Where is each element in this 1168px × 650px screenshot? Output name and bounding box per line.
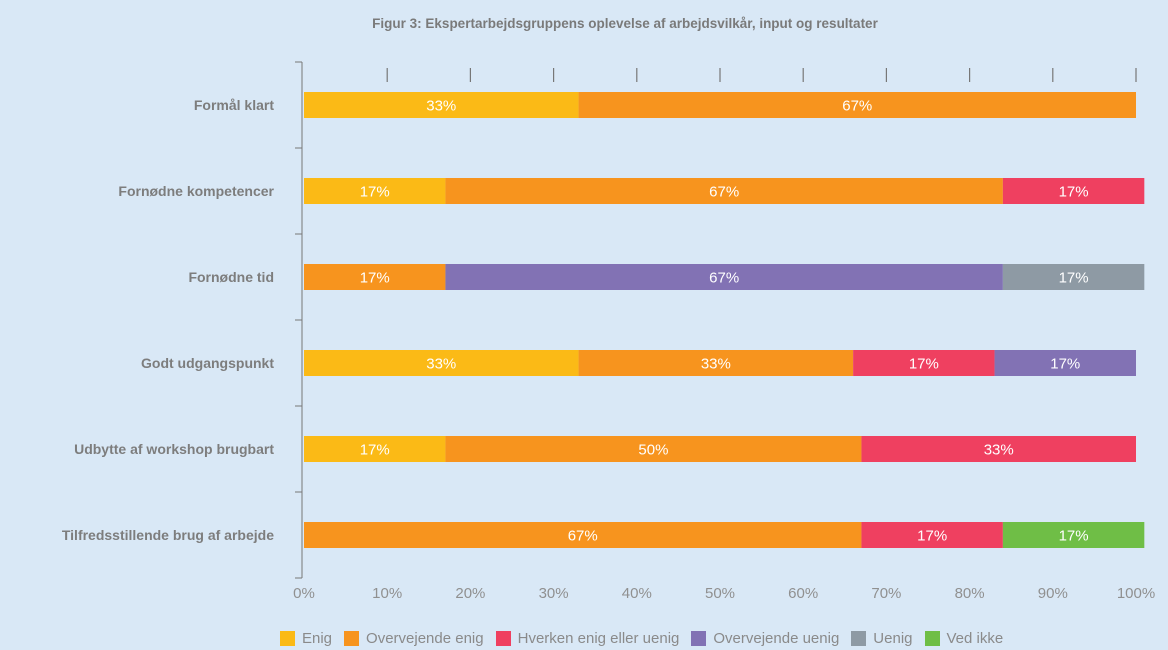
bar-segment (304, 178, 446, 204)
legend-item: Uenig (851, 629, 913, 647)
data-label: 50% (638, 442, 668, 459)
data-label: 17% (360, 184, 390, 201)
data-label: 17% (360, 270, 390, 287)
chart-title: Figur 3: Ekspertarbejdsgruppens oplevels… (372, 16, 878, 31)
x-tick-label: 20% (455, 585, 485, 602)
bar-segment (578, 350, 854, 376)
data-label: 17% (360, 442, 390, 459)
category-label: Fornødne tid (188, 269, 274, 285)
category-label: Godt udgangspunkt (141, 355, 274, 371)
legend-swatch (495, 630, 511, 646)
legend-label: Overvejende enig (366, 629, 484, 647)
data-label: 67% (709, 184, 739, 201)
bar-segment (861, 436, 1136, 462)
data-label: 33% (701, 356, 731, 373)
legend-label: Hverken enig eller uenig (517, 629, 680, 647)
legend-label: Overvejende uenig (713, 629, 840, 647)
legend-label: Enig (302, 629, 333, 647)
x-tick-label: 80% (955, 585, 985, 602)
x-tick-label: 90% (1038, 585, 1068, 602)
data-label: 17% (1059, 270, 1089, 287)
x-tick-label: 70% (871, 585, 901, 602)
data-label: 67% (709, 270, 739, 287)
chart-legend: Enig Overvejende enig Hverken enig eller u… (280, 628, 1003, 648)
data-label: 17% (1059, 528, 1089, 545)
bar-segment (304, 92, 579, 118)
bar-segment (1002, 264, 1145, 290)
bar-segment (994, 350, 1136, 376)
bar-segment (861, 522, 1003, 548)
legend-item: Hverken enig eller uenig (495, 629, 680, 647)
data-label: 67% (568, 528, 598, 545)
x-tick-label: 100% (1117, 585, 1155, 602)
bar-segment (304, 264, 446, 290)
x-tick-label: 30% (539, 585, 569, 602)
x-tick-label: 10% (372, 585, 402, 602)
bar-segment (853, 350, 995, 376)
legend-swatch (924, 630, 940, 646)
legend-label: Uenig (873, 629, 913, 647)
data-label: 67% (842, 98, 872, 115)
data-label: 17% (909, 356, 939, 373)
bar-segment (304, 436, 446, 462)
data-label: 33% (426, 356, 456, 373)
data-label: 33% (984, 442, 1014, 459)
legend-swatch (344, 630, 360, 646)
data-label: 17% (1059, 184, 1089, 201)
bar-segment (445, 436, 862, 462)
category-label: Tilfredsstillende brug af arbejde (62, 527, 274, 543)
x-tick-label: 50% (705, 585, 735, 602)
legend-swatch (280, 630, 295, 646)
category-label: Fornødne kompetencer (118, 183, 274, 199)
bar-segment (304, 522, 862, 548)
legend-label: Ved ikke (946, 629, 1004, 647)
bar-segment (304, 350, 579, 376)
data-label: 17% (1050, 356, 1080, 373)
bar-segment (1002, 522, 1145, 548)
legend-item: Overvejende enig (344, 630, 484, 647)
legend-item: Overvejende uenig (691, 630, 839, 647)
bar-segment (445, 178, 1003, 204)
legend-swatch (691, 630, 707, 646)
legend-item: Ved ikke (924, 629, 1004, 647)
legend-item: Enig (280, 630, 332, 647)
x-tick-label: 0% (293, 585, 315, 602)
data-label: 17% (917, 528, 947, 545)
bar-segment (1002, 178, 1145, 204)
x-tick-label: 40% (622, 585, 652, 602)
legend-swatch (851, 630, 867, 646)
x-tick-label: 60% (788, 585, 818, 602)
category-label: Udbytte af workshop brugbart (74, 441, 274, 457)
data-label: 33% (426, 98, 456, 115)
bar-segment (578, 92, 1136, 118)
bar-segment (445, 264, 1003, 290)
category-label: Formål klart (194, 97, 274, 113)
